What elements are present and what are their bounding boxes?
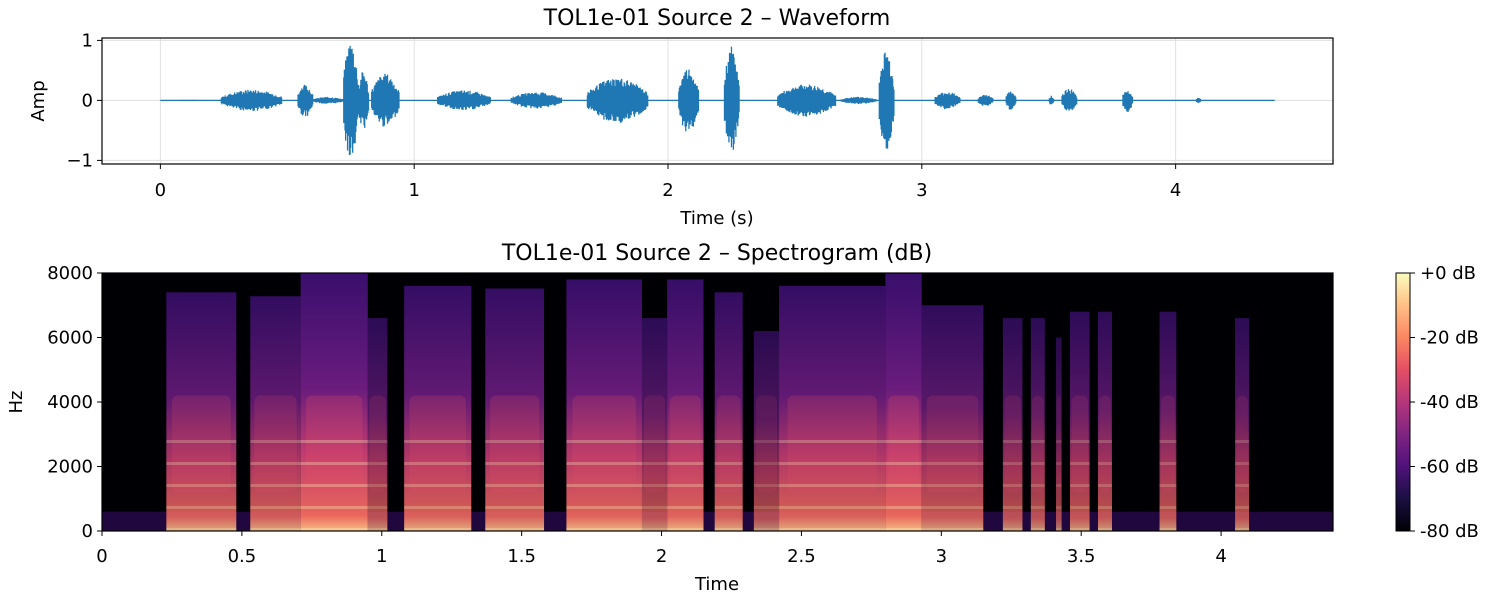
waveform-y-tick-label: 0: [82, 90, 93, 111]
waveform-y-ticks: 1 0 −1: [66, 30, 102, 171]
spectrogram-harmonics: [1159, 434, 1177, 531]
spectrogram-y-tick-label: 2000: [47, 457, 93, 478]
waveform-y-tick-label: −1: [66, 150, 93, 171]
spectrogram-x-tick-label: 3.5: [1067, 546, 1096, 567]
waveform-x-tick-label: 1: [408, 180, 419, 201]
waveform-x-tick-label: 2: [662, 180, 673, 201]
spectrogram-x-tick-label: 4: [1215, 546, 1226, 567]
spectrogram-x-tick-label: 0: [96, 546, 107, 567]
waveform-ylabel: Amp: [28, 80, 49, 121]
spectrogram-y-tick-label: 8000: [47, 263, 93, 284]
spectrogram-harmonics: [667, 434, 704, 531]
colorbar-tick-label: -80 dB: [1420, 521, 1479, 542]
spectrogram-harmonics: [779, 434, 886, 531]
spectrogram-harmonics: [921, 434, 984, 531]
spectrogram-harmonics: [885, 434, 922, 531]
spectrogram-panel: TOL1e-01 Source 2 – Spectrogram (dB) 0 0.…: [6, 241, 1334, 595]
spectrogram-x-ticks: 0 0.5 1 1.5 2 2.5 3 3.5 4: [96, 531, 1227, 567]
spectrogram-harmonics: [566, 434, 642, 531]
colorbar: +0 dB -20 dB -40 dB -60 dB -80 dB: [1395, 263, 1479, 542]
spectrogram-x-tick-label: 1: [376, 546, 387, 567]
spectrogram-harmonics: [641, 434, 668, 531]
waveform-axes-frame: [101, 37, 1334, 165]
spectrogram-y-tick-label: 4000: [47, 392, 93, 413]
spectrogram-x-tick-label: 0.5: [228, 546, 257, 567]
waveform-xlabel: Time (s): [679, 208, 753, 229]
spectrogram-harmonics: [753, 434, 780, 531]
spectrogram-ylabel: Hz: [6, 391, 27, 414]
spectrogram-harmonics: [1235, 434, 1250, 531]
spectrogram-harmonics: [1097, 434, 1112, 531]
spectrogram-harmonics: [404, 434, 472, 531]
spectrogram-harmonics: [1070, 434, 1090, 531]
colorbar-gradient: [1395, 272, 1411, 532]
spectrogram-y-tick-label: 0: [82, 521, 93, 542]
spectrogram-harmonics: [1030, 434, 1045, 531]
colorbar-ticks: +0 dB -20 dB -40 dB -60 dB -80 dB: [1410, 263, 1479, 542]
spectrogram-harmonics: [1056, 434, 1062, 531]
colorbar-tick-label: -40 dB: [1420, 392, 1479, 413]
colorbar-tick-label: -60 dB: [1420, 457, 1479, 478]
spectrogram-harmonics: [250, 434, 301, 531]
spectrogram-y-ticks: 0 2000 4000 6000 8000: [47, 263, 102, 542]
waveform-x-tick-label: 4: [1170, 180, 1181, 201]
spectrogram-image: [102, 273, 1333, 531]
spectrogram-title: TOL1e-01 Source 2 – Spectrogram (dB): [501, 241, 932, 266]
waveform-x-tick-label: 3: [916, 180, 927, 201]
waveform-y-tick-label: 1: [82, 30, 93, 51]
spectrogram-xlabel: Time: [694, 574, 739, 595]
waveform-series: [159, 45, 1276, 155]
waveform-x-ticks: 0 1 2 3 4: [155, 164, 1181, 201]
spectrogram-x-tick-label: 2.5: [787, 546, 816, 567]
colorbar-tick-label: -20 dB: [1420, 328, 1479, 349]
spectrogram-harmonics: [300, 434, 368, 531]
spectrogram-x-tick-label: 2: [656, 546, 667, 567]
spectrogram-harmonics: [166, 434, 237, 531]
spectrogram-harmonics: [714, 434, 743, 531]
spectrogram-harmonics: [485, 434, 545, 531]
colorbar-tick-label: +0 dB: [1420, 263, 1476, 284]
spectrogram-harmonics: [367, 434, 388, 531]
spectrogram-harmonics: [1002, 434, 1023, 531]
waveform-x-tick-label: 0: [155, 180, 166, 201]
spectrogram-x-tick-label: 1.5: [507, 546, 536, 567]
waveform-title: TOL1e-01 Source 2 – Waveform: [543, 6, 891, 31]
spectrogram-y-tick-label: 6000: [47, 328, 93, 349]
spectrogram-x-tick-label: 3: [936, 546, 947, 567]
